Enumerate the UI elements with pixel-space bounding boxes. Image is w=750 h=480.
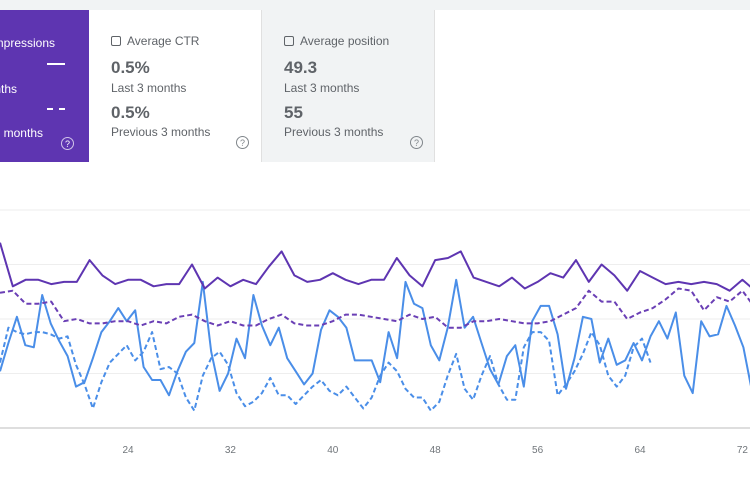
impressions-card-title: Impressions — [0, 36, 55, 50]
help-circle-icon[interactable]: ? — [410, 136, 423, 149]
x-tick-label: 48 — [430, 445, 442, 456]
position-previous-label: Previous 3 months — [284, 125, 384, 139]
impressions-card[interactable]: Impressions Last 3 months Previous 3 mon… — [0, 10, 89, 162]
x-tick-label: 32 — [225, 445, 237, 456]
top-bar — [0, 0, 750, 10]
ctr-previous-line — [0, 326, 652, 412]
impressions-previous-label: Previous 3 months — [0, 126, 43, 140]
ctr-last-label: Last 3 months — [111, 81, 187, 95]
average-ctr-card[interactable]: Average CTR 0.5% Last 3 months 0.5% Prev… — [89, 10, 262, 162]
dashed-line-legend — [47, 108, 65, 110]
chart-grid — [0, 209, 750, 429]
x-axis-ticks: 24 32 40 48 56 64 72 — [122, 445, 748, 456]
impressions-line — [0, 242, 750, 292]
performance-chart[interactable]: 24 32 40 48 56 64 72 — [0, 200, 750, 470]
average-ctr-checkbox[interactable] — [111, 36, 121, 46]
x-tick-label: 56 — [532, 445, 544, 456]
help-circle-icon[interactable]: ? — [236, 136, 249, 149]
x-tick-label: 72 — [737, 445, 749, 456]
metric-cards: Impressions Last 3 months Previous 3 mon… — [0, 10, 750, 162]
average-position-checkbox[interactable] — [284, 36, 294, 46]
ctr-last-value: 0.5% — [111, 58, 150, 77]
ctr-line — [0, 278, 750, 397]
position-last-label: Last 3 months — [284, 81, 360, 95]
position-last-value: 49.3 — [284, 58, 318, 77]
average-ctr-title: Average CTR — [127, 34, 200, 48]
ctr-previous-label: Previous 3 months — [111, 125, 211, 139]
position-previous-value: 55 — [284, 103, 303, 122]
help-circle-icon[interactable]: ? — [61, 137, 74, 150]
x-tick-label: 24 — [122, 445, 134, 456]
impressions-last-label: Last 3 months — [0, 82, 17, 96]
average-position-toggle[interactable]: Average position — [284, 34, 389, 48]
x-tick-label: 64 — [634, 445, 646, 456]
ctr-previous-value: 0.5% — [111, 103, 150, 122]
average-position-title: Average position — [300, 34, 390, 48]
solid-line-legend — [47, 63, 65, 65]
average-ctr-toggle[interactable]: Average CTR — [111, 34, 199, 48]
chart-series — [0, 242, 750, 412]
x-tick-label: 40 — [327, 445, 339, 456]
average-position-card[interactable]: Average position 49.3 Last 3 months 55 P… — [262, 10, 435, 162]
